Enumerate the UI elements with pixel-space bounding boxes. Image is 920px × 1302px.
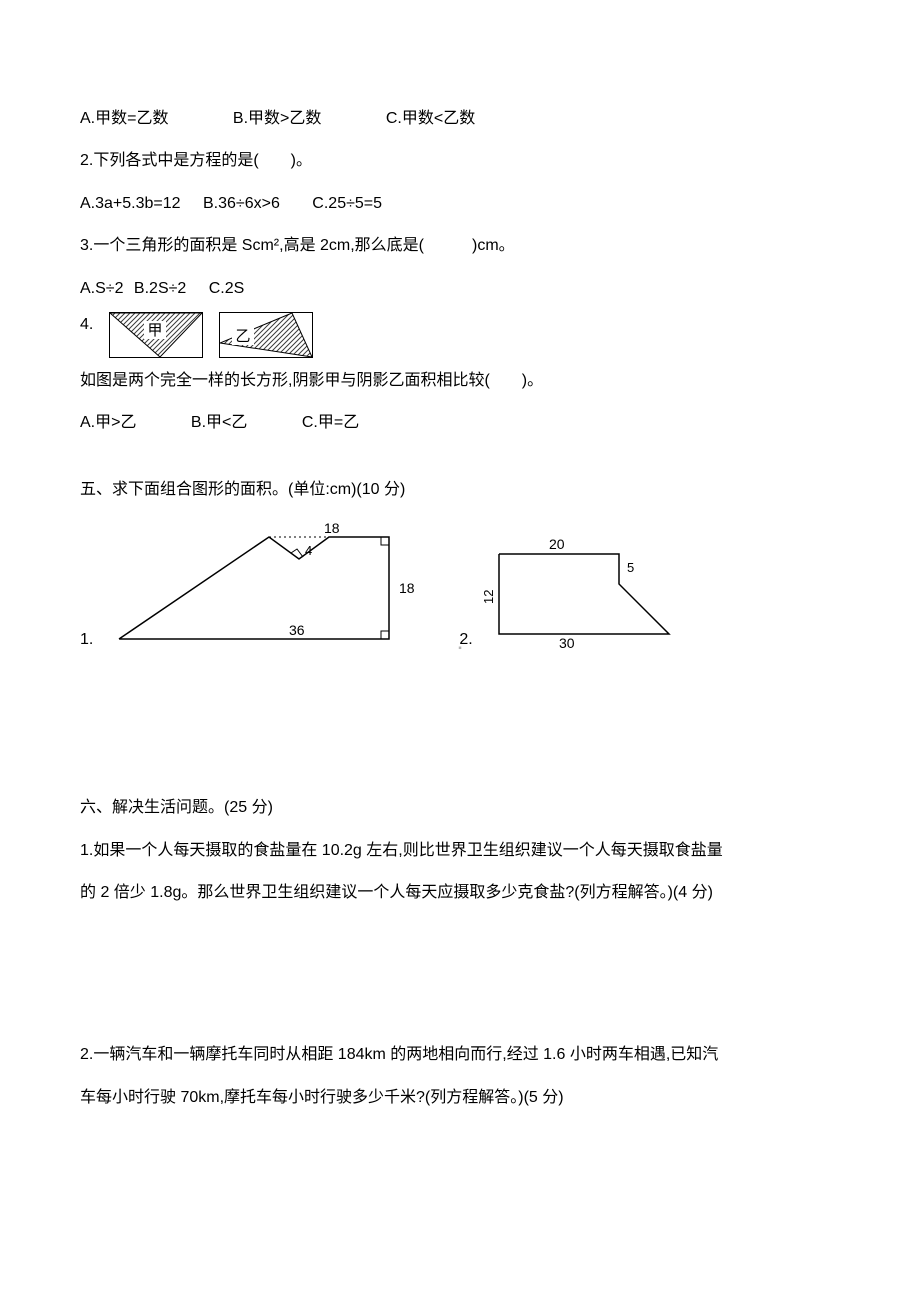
q4-yi-label: 乙 [236, 328, 251, 345]
sec5-fig1-num: 1. [80, 631, 93, 649]
q4-number: 4. [80, 312, 93, 338]
q1-opt-b: B.甲数>乙数 [233, 100, 321, 138]
fig1-label-bottom: 36 [289, 622, 305, 638]
q4-desc: 如图是两个完全一样的长方形,阴影甲与阴影乙面积相比较( )。 [80, 362, 840, 400]
sec6-title: 六、解决生活问题。(25 分) [80, 789, 840, 827]
sec6-q2-l2: 车每小时行驶 70km,摩托车每小时行驶多少千米?(列方程解答。)(5 分) [80, 1079, 840, 1117]
q4-row: 4. 甲 乙 [80, 312, 840, 358]
q1-options: A.甲数=乙数 B.甲数>乙数 C.甲数<乙数 [80, 100, 840, 138]
q4-figure-yi: 乙 [219, 312, 313, 358]
fig2-label-left: 12 [481, 590, 496, 604]
q4-opt-c: C.甲=乙 [302, 404, 359, 442]
q3-opt-c: C.2S [209, 270, 245, 308]
q2-opt-a: A.3a+5.3b=12 [80, 185, 181, 223]
fig1-label-notch: 4 [305, 543, 312, 558]
q3-opt-b: B.2S÷2 [134, 270, 186, 308]
sec6-q1-l2: 的 2 倍少 1.8g。那么世界卫生组织建议一个人每天应摄取多少克食盐?(列方程… [80, 874, 840, 912]
sec5-fig2-svg: 20 5 12 30 [479, 534, 679, 649]
q2-opt-b: B.36÷6x>6 [203, 185, 280, 223]
fig2-label-bottom: 30 [559, 635, 575, 649]
q3-options: A.S÷2 B.2S÷2 C.2S [80, 270, 840, 308]
q4-opt-a: A.甲>乙 [80, 404, 136, 442]
q3-stem: 3.一个三角形的面积是 Scm²,高是 2cm,那么底是( )cm。 [80, 227, 840, 265]
fig1-label-top: 18 [324, 520, 340, 536]
fig2-label-top: 20 [549, 536, 565, 552]
q4-jia-label: 甲 [148, 322, 163, 339]
sec5-title: 五、求下面组合图形的面积。(单位:cm)(10 分) [80, 471, 840, 509]
page-watermark: ▪ [458, 643, 462, 654]
q4-figure-jia: 甲 [109, 312, 203, 358]
sec6-q2-l1: 2.一辆汽车和一辆摩托车同时从相距 184km 的两地相向而行,经过 1.6 小… [80, 1036, 840, 1074]
q1-opt-c: C.甲数<乙数 [386, 100, 475, 138]
q2-stem: 2.下列各式中是方程的是( )。 [80, 142, 840, 180]
q3-opt-a: A.S÷2 [80, 270, 123, 308]
sec5-fig2-wrap: 2. 20 5 12 30 [459, 534, 678, 649]
q4-options: A.甲>乙 B.甲<乙 C.甲=乙 [80, 404, 840, 442]
sec6-q1-l1: 1.如果一个人每天摄取的食盐量在 10.2g 左右,则比世界卫生组织建议一个人每… [80, 832, 840, 870]
q4-opt-b: B.甲<乙 [191, 404, 247, 442]
fig1-label-right: 18 [399, 580, 415, 596]
sec5-figures: 1. 18 4 18 36 2. [80, 519, 840, 649]
exam-page: A.甲数=乙数 B.甲数>乙数 C.甲数<乙数 2.下列各式中是方程的是( )。… [0, 0, 920, 1302]
sec5-fig1-wrap: 1. 18 4 18 36 [80, 519, 419, 649]
q1-opt-a: A.甲数=乙数 [80, 100, 168, 138]
fig2-label-right: 5 [627, 560, 634, 575]
sec5-fig1-svg: 18 4 18 36 [99, 519, 419, 649]
q2-opt-c: C.25÷5=5 [312, 185, 382, 223]
q2-options: A.3a+5.3b=12 B.36÷6x>6 C.25÷5=5 [80, 185, 840, 223]
